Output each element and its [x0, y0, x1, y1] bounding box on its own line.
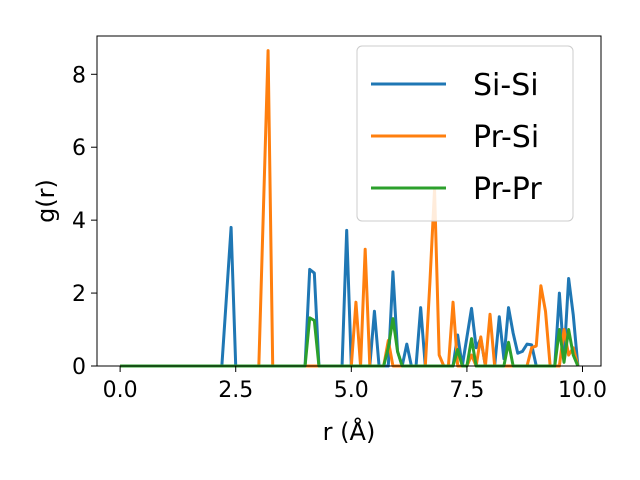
x-axis-label: r (Å): [323, 417, 376, 446]
x-tick-label: 5.0: [334, 378, 369, 403]
plot-frame: [96, 35, 602, 367]
legend-label-si-si: Si-Si: [473, 68, 539, 103]
y-axis: 0 2 4 6 8: [72, 63, 97, 380]
legend-label-pr-pr: Pr-Pr: [473, 172, 542, 207]
y-tick-label: 4: [72, 209, 86, 234]
y-axis-label: g(r): [32, 179, 60, 223]
series-line-pr-si: [120, 49, 580, 368]
y-tick-label: 2: [72, 282, 86, 307]
legend: Si-Si Pr-Si Pr-Pr: [356, 45, 574, 222]
x-tick-label: 0.0: [103, 378, 138, 403]
x-tick-label: 10.0: [558, 378, 607, 403]
y-tick-label: 6: [72, 136, 86, 161]
y-tick-label: 0: [72, 355, 86, 380]
x-tick-label: 2.5: [218, 378, 253, 403]
y-tick-label: 8: [72, 63, 86, 88]
x-tick-label: 7.5: [449, 378, 484, 403]
legend-box: [356, 45, 574, 222]
legend-label-pr-si: Pr-Si: [473, 120, 539, 155]
x-axis: 0.0 2.5 5.0 7.5 10.0: [103, 366, 607, 403]
